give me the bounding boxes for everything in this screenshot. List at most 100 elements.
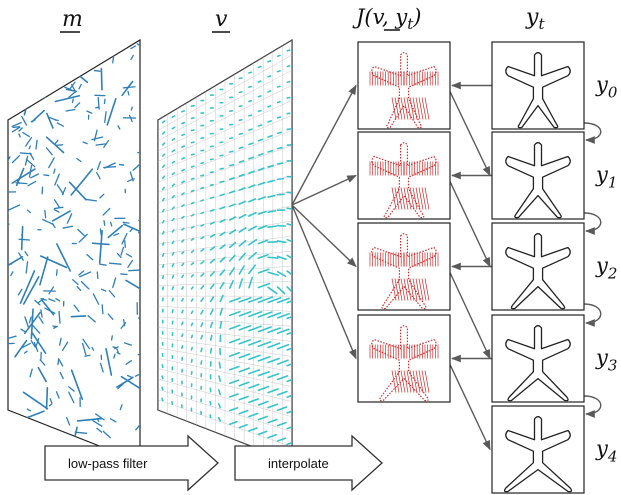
v-vector [181, 274, 185, 279]
warped-shape-box [357, 41, 451, 130]
v-vector [248, 296, 263, 303]
v-vector [248, 325, 262, 332]
interpolate-arrow: interpolate [234, 434, 383, 492]
v-vector [228, 163, 235, 167]
m-vector [49, 398, 53, 404]
m-vector [18, 133, 21, 138]
m-vector [102, 430, 111, 439]
m-vector [116, 376, 134, 388]
shape-sequence-column [491, 41, 585, 494]
m-vector [78, 233, 88, 243]
m-vector [65, 108, 76, 112]
m-vector [65, 88, 77, 93]
m-vector [129, 227, 134, 233]
v-vector [257, 430, 268, 436]
v-vector [238, 278, 243, 289]
v-vector [209, 347, 213, 354]
step-arrow [583, 122, 602, 144]
m-vector [19, 152, 32, 155]
m-vector [8, 263, 13, 266]
v-vector [267, 164, 275, 168]
m-vector [92, 293, 100, 305]
v-vector [248, 225, 258, 232]
m-vector [96, 171, 101, 180]
m-vector [45, 136, 65, 154]
v-vector [286, 191, 292, 194]
m-vector [48, 116, 57, 121]
m-vector [102, 207, 111, 216]
v-vector [276, 328, 290, 335]
v-vector [200, 199, 205, 202]
v-vector [238, 146, 244, 150]
v-vector [228, 420, 238, 426]
v-vector [228, 393, 239, 398]
v-vector [200, 334, 204, 340]
m-vector [28, 316, 32, 324]
v-vector [228, 407, 239, 412]
m-vector [127, 90, 130, 96]
v-vector [209, 221, 216, 225]
v-vector [257, 326, 272, 333]
m-vector [51, 210, 71, 222]
v-vector [267, 134, 273, 138]
m-vector [138, 317, 140, 323]
fan-arrow [291, 174, 357, 206]
v-vector [248, 156, 255, 160]
m-vector [120, 375, 140, 397]
svg-text:yt: yt [525, 5, 545, 33]
v-vector [248, 71, 253, 74]
m-vector [11, 168, 36, 184]
m-vector [59, 337, 62, 346]
m-vector [43, 174, 50, 177]
interpolate-label: interpolate [268, 456, 329, 471]
v-vector [228, 297, 241, 303]
v-vector [190, 334, 194, 339]
v-vector [200, 223, 205, 227]
m-vector [103, 166, 117, 169]
m-vector [24, 316, 30, 328]
v-vector [190, 177, 195, 181]
fan-arrow [291, 204, 357, 360]
v-vector [181, 250, 185, 255]
m-vector [11, 155, 21, 164]
v-vector [267, 286, 278, 295]
v-vector [286, 361, 292, 367]
v-vector [190, 165, 195, 168]
v-vector [228, 216, 237, 221]
m-vector [48, 157, 55, 169]
m-vector [123, 223, 140, 240]
v-vector [238, 160, 245, 164]
v-vector [219, 193, 225, 197]
v-vector [200, 272, 205, 277]
v-vector [238, 367, 251, 373]
step-arrow [583, 303, 602, 327]
v-vector [181, 180, 185, 184]
m-vector [137, 151, 140, 156]
v-vector [228, 190, 236, 194]
m-vector [96, 161, 101, 170]
m-vector-field [8, 43, 140, 453]
v-vector [181, 192, 185, 196]
v-vector [161, 275, 165, 280]
m-vector [48, 286, 55, 295]
v-vector [238, 310, 252, 317]
v-vector [181, 133, 186, 137]
v-vector [257, 385, 270, 392]
v-vector [171, 286, 175, 291]
m-vector [66, 213, 73, 224]
diag-arrow [449, 272, 491, 360]
v-vector [257, 225, 268, 230]
m-vector [46, 112, 54, 129]
v-vector [286, 345, 292, 351]
v-vector [248, 398, 259, 404]
panel-v [157, 38, 293, 463]
v-vector [286, 254, 292, 260]
shape-box [491, 41, 585, 130]
v-vector [267, 388, 279, 394]
v-vector [171, 297, 174, 302]
m-vector [76, 417, 103, 422]
low-pass-filter-arrow: low-pass filter [44, 434, 219, 492]
m-vector [129, 171, 134, 182]
v-vector [228, 338, 241, 344]
m-vector [72, 279, 79, 285]
